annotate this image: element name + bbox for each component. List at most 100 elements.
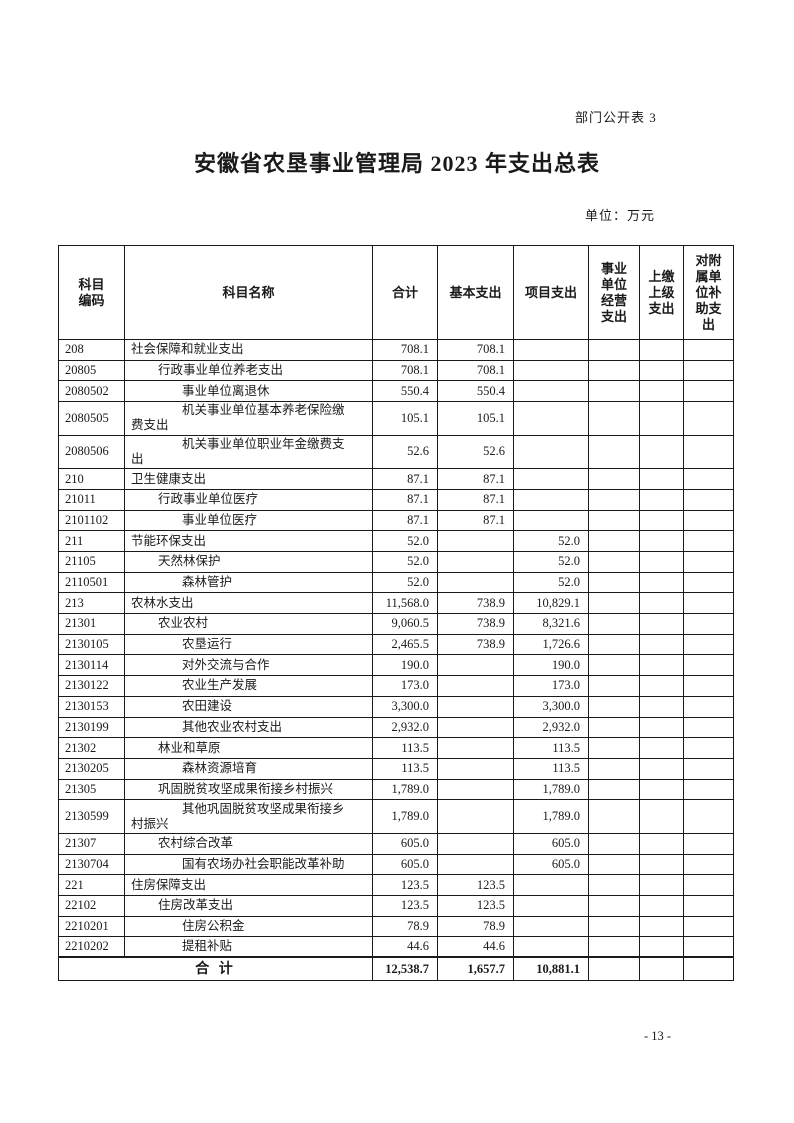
value-cell bbox=[437, 675, 514, 697]
value-cell bbox=[588, 675, 640, 697]
subject-code-cell: 2130153 bbox=[58, 695, 125, 718]
value-cell bbox=[683, 737, 734, 759]
value-cell bbox=[588, 654, 640, 677]
subject-name-cell: 国有农场办社会职能改革补助 bbox=[124, 853, 373, 876]
total-value-cell bbox=[683, 956, 734, 981]
subject-name-cell: 农垦运行 bbox=[124, 633, 373, 656]
table-header-row: 科目 编码 科目名称 合计 基本支出 项目支出 事业 单位 经营 支出 上缴 上… bbox=[58, 245, 734, 340]
subject-name-cell: 机关事业单位职业年金缴费支 出 bbox=[124, 434, 373, 470]
unit-label: 单位：万元 bbox=[585, 208, 656, 223]
value-cell: 11,568.0 bbox=[372, 592, 438, 615]
total-row: 合 计 12,538.7 1,657.7 10,881.1 bbox=[58, 956, 734, 981]
value-cell bbox=[588, 716, 640, 739]
value-cell bbox=[683, 613, 734, 635]
value-cell: 190.0 bbox=[513, 654, 589, 677]
value-cell bbox=[588, 915, 640, 938]
table-row: 2210202 提租补贴 44.6 44.6 bbox=[58, 936, 734, 958]
subject-code-cell: 21011 bbox=[58, 488, 125, 511]
subject-name-cell: 住房改革支出 bbox=[124, 894, 373, 917]
subject-name-cell: 森林资源培育 bbox=[124, 757, 373, 780]
value-cell bbox=[639, 757, 684, 780]
value-cell bbox=[639, 832, 684, 855]
value-cell bbox=[683, 853, 734, 876]
value-cell bbox=[588, 401, 640, 436]
value-cell bbox=[639, 737, 684, 759]
header-subsidy-expense: 对附 属单 位补 助支 出 bbox=[683, 245, 734, 340]
value-cell bbox=[437, 778, 514, 801]
table-row: 20805 行政事业单位养老支出 708.1 708.1 bbox=[58, 359, 734, 382]
value-cell bbox=[639, 716, 684, 739]
value-cell bbox=[588, 551, 640, 573]
table-row: 2130122 农业生产发展 173.0 173.0 bbox=[58, 675, 734, 697]
subject-code-cell: 21307 bbox=[58, 832, 125, 855]
value-cell: 2,932.0 bbox=[513, 716, 589, 739]
subject-code-cell: 2080505 bbox=[58, 401, 125, 436]
value-cell bbox=[639, 571, 684, 594]
value-cell: 605.0 bbox=[513, 853, 589, 876]
table-row: 21305 巩固脱贫攻坚成果衔接乡村振兴 1,789.0 1,789.0 bbox=[58, 778, 734, 801]
value-cell: 2,465.5 bbox=[372, 633, 438, 656]
table-row: 221 住房保障支出 123.5 123.5 bbox=[58, 874, 734, 896]
value-cell: 87.1 bbox=[437, 468, 514, 490]
value-cell bbox=[588, 853, 640, 876]
value-cell bbox=[588, 757, 640, 780]
table-row: 21307 农村综合改革 605.0 605.0 bbox=[58, 832, 734, 855]
value-cell bbox=[683, 509, 734, 532]
table-row: 210 卫生健康支出 87.1 87.1 bbox=[58, 468, 734, 490]
subject-name-cell: 林业和草原 bbox=[124, 737, 373, 759]
value-cell bbox=[588, 488, 640, 511]
value-cell bbox=[588, 530, 640, 552]
value-cell bbox=[513, 915, 589, 938]
value-cell bbox=[683, 551, 734, 573]
subject-name-cell: 农业农村 bbox=[124, 613, 373, 635]
subject-code-cell: 2130205 bbox=[58, 757, 125, 780]
value-cell bbox=[437, 571, 514, 594]
value-cell: 738.9 bbox=[437, 592, 514, 615]
value-cell bbox=[639, 654, 684, 677]
subject-code-cell: 20805 bbox=[58, 359, 125, 382]
value-cell: 52.0 bbox=[372, 530, 438, 552]
value-cell bbox=[639, 359, 684, 382]
value-cell: 190.0 bbox=[372, 654, 438, 677]
value-cell bbox=[588, 874, 640, 896]
table-row: 2210201 住房公积金 78.9 78.9 bbox=[58, 915, 734, 938]
subject-code-cell: 2210202 bbox=[58, 936, 125, 958]
subject-code-cell: 2110501 bbox=[58, 571, 125, 594]
value-cell: 708.1 bbox=[372, 339, 438, 361]
subject-name-cell: 天然林保护 bbox=[124, 551, 373, 573]
value-cell bbox=[683, 359, 734, 382]
value-cell bbox=[639, 488, 684, 511]
subject-name-cell: 行政事业单位养老支出 bbox=[124, 359, 373, 382]
value-cell bbox=[683, 874, 734, 896]
value-cell bbox=[588, 832, 640, 855]
value-cell bbox=[639, 401, 684, 436]
subject-code-cell: 2101102 bbox=[58, 509, 125, 532]
value-cell bbox=[588, 359, 640, 382]
subject-code-cell: 2130599 bbox=[58, 799, 125, 834]
subject-name-cell: 其他农业农村支出 bbox=[124, 716, 373, 739]
table-row: 2110501 森林管护 52.0 52.0 bbox=[58, 571, 734, 594]
subject-code-cell: 2130105 bbox=[58, 633, 125, 656]
subject-name-cell: 机关事业单位基本养老保险缴 费支出 bbox=[124, 401, 373, 436]
value-cell: 123.5 bbox=[437, 894, 514, 917]
value-cell: 123.5 bbox=[372, 894, 438, 917]
subject-name-cell: 提租补贴 bbox=[124, 936, 373, 958]
value-cell bbox=[588, 339, 640, 361]
value-cell bbox=[437, 654, 514, 677]
value-cell: 87.1 bbox=[372, 468, 438, 490]
value-cell bbox=[683, 434, 734, 470]
value-cell: 1,789.0 bbox=[513, 778, 589, 801]
value-cell: 3,300.0 bbox=[513, 695, 589, 718]
value-cell: 105.1 bbox=[437, 401, 514, 436]
table-row: 22102 住房改革支出 123.5 123.5 bbox=[58, 894, 734, 917]
value-cell bbox=[437, 757, 514, 780]
subject-code-cell: 221 bbox=[58, 874, 125, 896]
total-value-cell: 12,538.7 bbox=[372, 956, 438, 981]
value-cell bbox=[639, 675, 684, 697]
subject-code-cell: 2130199 bbox=[58, 716, 125, 739]
value-cell bbox=[513, 339, 589, 361]
total-value-cell bbox=[639, 956, 684, 981]
value-cell: 1,726.6 bbox=[513, 633, 589, 656]
value-cell bbox=[513, 468, 589, 490]
header-operating-expense: 事业 单位 经营 支出 bbox=[588, 245, 640, 340]
